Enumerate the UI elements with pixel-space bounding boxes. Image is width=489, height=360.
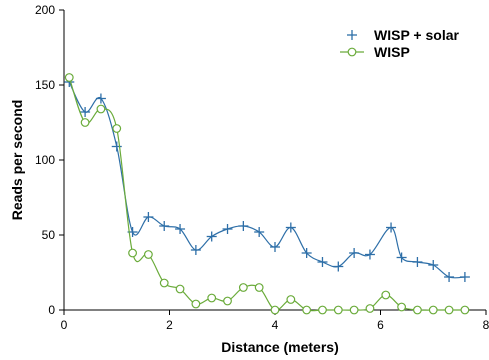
x-axis-title: Distance (meters) [221, 339, 339, 355]
data-point-wisp [64, 73, 74, 82]
data-point-wisp-solar [317, 257, 328, 267]
data-point-wisp [286, 295, 296, 304]
data-point-wisp [112, 124, 122, 133]
legend-item-wisp: WISP [340, 44, 410, 60]
series-wisp [64, 73, 470, 315]
data-point-wisp [175, 284, 185, 294]
series-line-wisp [68, 77, 465, 312]
data-point-wisp-solar [254, 227, 265, 237]
data-point-wisp-solar [428, 260, 439, 270]
data-point-wisp-solar [285, 222, 296, 233]
data-point-wisp [397, 302, 407, 312]
data-point-wisp [223, 296, 232, 306]
data-point-wisp [318, 305, 327, 315]
data-point-wisp-solar [333, 261, 344, 272]
data-point-wisp-solar [396, 252, 407, 263]
y-tick-label: 0 [48, 303, 55, 317]
data-point-wisp [159, 278, 169, 288]
data-point-wisp-solar [349, 248, 360, 258]
series-layer [64, 73, 470, 315]
legend-marker-wisp-solar [347, 30, 357, 40]
data-point-wisp [207, 293, 217, 303]
data-point-wisp [143, 250, 153, 259]
x-tick-label: 0 [61, 318, 68, 332]
x-tick-label: 6 [377, 318, 384, 332]
data-point-wisp-solar [143, 212, 154, 222]
data-point-wisp-solar [364, 249, 375, 260]
data-point-wisp-solar [95, 93, 106, 104]
x-tick-label: 4 [272, 318, 279, 332]
data-point-wisp-solar [206, 231, 217, 242]
data-point-wisp-solar [175, 224, 186, 234]
data-point-wisp [191, 299, 201, 309]
y-tick-label: 150 [35, 78, 55, 92]
data-point-wisp-solar [190, 245, 201, 255]
data-point-wisp [413, 305, 422, 315]
data-point-wisp [238, 283, 248, 292]
data-point-wisp [80, 118, 90, 127]
y-tick-label: 50 [42, 228, 56, 242]
data-point-wisp [381, 290, 391, 300]
legend-marker-wisp [347, 47, 357, 57]
x-tick-label: 8 [483, 318, 489, 332]
data-point-wisp [270, 305, 280, 315]
data-point-wisp [302, 305, 312, 315]
data-point-wisp [460, 305, 470, 315]
y-tick-label: 200 [35, 3, 55, 17]
data-point-wisp-solar [80, 107, 91, 117]
data-point-wisp [444, 305, 454, 315]
y-tick-label: 100 [35, 153, 55, 167]
legend-item-wisp-solar: WISP + solar [347, 27, 459, 43]
data-point-wisp-solar [412, 257, 423, 267]
axes: 0 50 100 150 200 0 2 4 6 8 [35, 3, 489, 332]
series-wisp-solar [64, 77, 470, 282]
data-point-wisp-solar [222, 224, 233, 234]
data-point-wisp [428, 305, 438, 315]
data-point-wisp [254, 283, 264, 292]
data-point-wisp [349, 305, 359, 315]
x-tick-label: 2 [166, 318, 173, 332]
data-point-wisp-solar [159, 221, 170, 231]
y-axis-title: Reads per second [9, 100, 25, 221]
data-point-wisp-solar [386, 222, 397, 233]
data-point-wisp-solar [459, 272, 470, 282]
data-point-wisp-solar [270, 242, 280, 252]
data-point-wisp [96, 104, 106, 114]
data-point-wisp [365, 304, 375, 313]
data-point-wisp-solar [301, 248, 312, 258]
legend-label-wisp-solar: WISP + solar [374, 27, 459, 43]
data-point-wisp-solar [444, 272, 455, 282]
series-line-wisp-solar [68, 81, 465, 279]
legend-label-wisp: WISP [374, 44, 410, 60]
data-point-wisp [128, 248, 137, 258]
data-point-wisp [333, 305, 343, 315]
data-point-wisp-solar [238, 221, 249, 231]
